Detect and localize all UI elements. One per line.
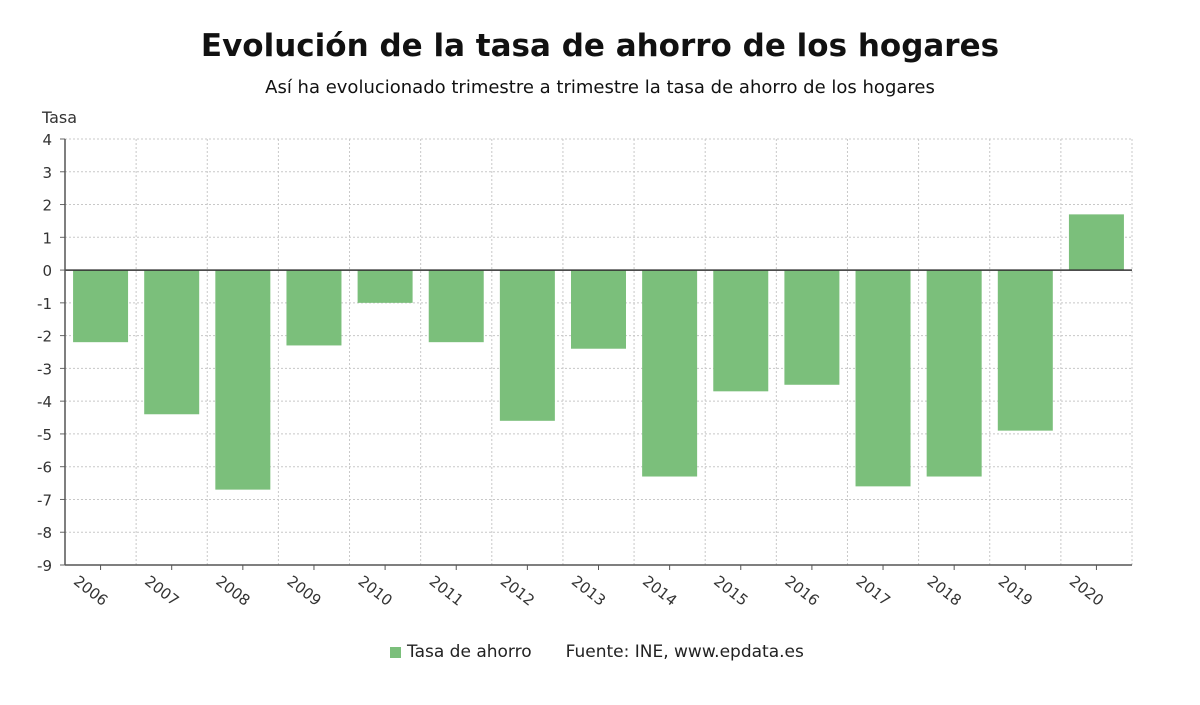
bar-2012	[499, 270, 555, 421]
x-tick-label: 2018	[924, 572, 965, 610]
x-tick-label: 2015	[710, 572, 751, 610]
y-tick-label: 2	[42, 197, 52, 215]
y-tick-label: 3	[42, 164, 52, 182]
x-tick-label: 2013	[568, 572, 609, 610]
y-tick-label: -5	[37, 426, 52, 444]
y-axis-label: Tasa	[42, 108, 78, 127]
y-tick-label: -8	[37, 524, 52, 542]
y-tick-label: -4	[37, 393, 52, 411]
y-tick-label: -7	[37, 491, 52, 509]
y-tick-label: -9	[37, 557, 52, 575]
bar-2018	[926, 270, 982, 477]
bar-2015	[713, 270, 769, 392]
legend-label: Tasa de ahorro	[407, 642, 532, 662]
y-tick-label: -6	[37, 459, 52, 477]
bar-2011	[428, 270, 484, 343]
bar-2017	[855, 270, 911, 487]
y-tick-label: -3	[37, 360, 52, 378]
y-tick-label: -1	[37, 295, 52, 313]
x-tick-label: 2017	[853, 572, 894, 610]
bar-2006	[73, 270, 129, 343]
x-tick-label: 2011	[426, 572, 467, 610]
source-note: Fuente: INE, www.epdata.es	[565, 642, 804, 662]
chart-subtitle: Así ha evolucionado trimestre a trimestr…	[265, 77, 935, 98]
x-tick-label: 2014	[639, 572, 680, 610]
y-tick-label: -2	[37, 328, 52, 346]
bar-2009	[286, 270, 342, 346]
x-tick-label: 2012	[497, 572, 538, 610]
x-tick-label: 2006	[70, 572, 111, 610]
bar-2013	[571, 270, 626, 349]
bar-2010	[357, 270, 413, 303]
bar-2008	[215, 270, 271, 490]
bar-2014	[642, 270, 698, 477]
x-tick-label: 2020	[1066, 572, 1107, 610]
x-tick-label: 2008	[212, 572, 253, 610]
y-tick-label: 0	[42, 262, 52, 280]
y-tick-label: 4	[42, 131, 52, 149]
x-tick-label: 2010	[355, 572, 396, 610]
bar-2019	[997, 270, 1053, 431]
x-tick-label: 2007	[141, 572, 182, 610]
x-tick-label: 2009	[284, 572, 325, 610]
bar-2016	[784, 270, 840, 385]
y-tick-label: 1	[42, 229, 52, 247]
chart-title: Evolución de la tasa de ahorro de los ho…	[200, 28, 1000, 64]
x-tick-label: 2019	[995, 572, 1036, 610]
legend: Tasa de ahorro Fuente: INE, www.epdata.e…	[390, 642, 804, 662]
bar-2020	[1068, 214, 1124, 271]
bar-2007	[144, 270, 200, 415]
x-tick-label: 2016	[781, 572, 822, 610]
bar-chart: 4 3 2 1 0 -1 -2 -3 -4 -5 -6 -7 -8 -9 2006 2007 2008 2009 2…	[37, 131, 1133, 610]
legend-swatch	[390, 646, 401, 658]
